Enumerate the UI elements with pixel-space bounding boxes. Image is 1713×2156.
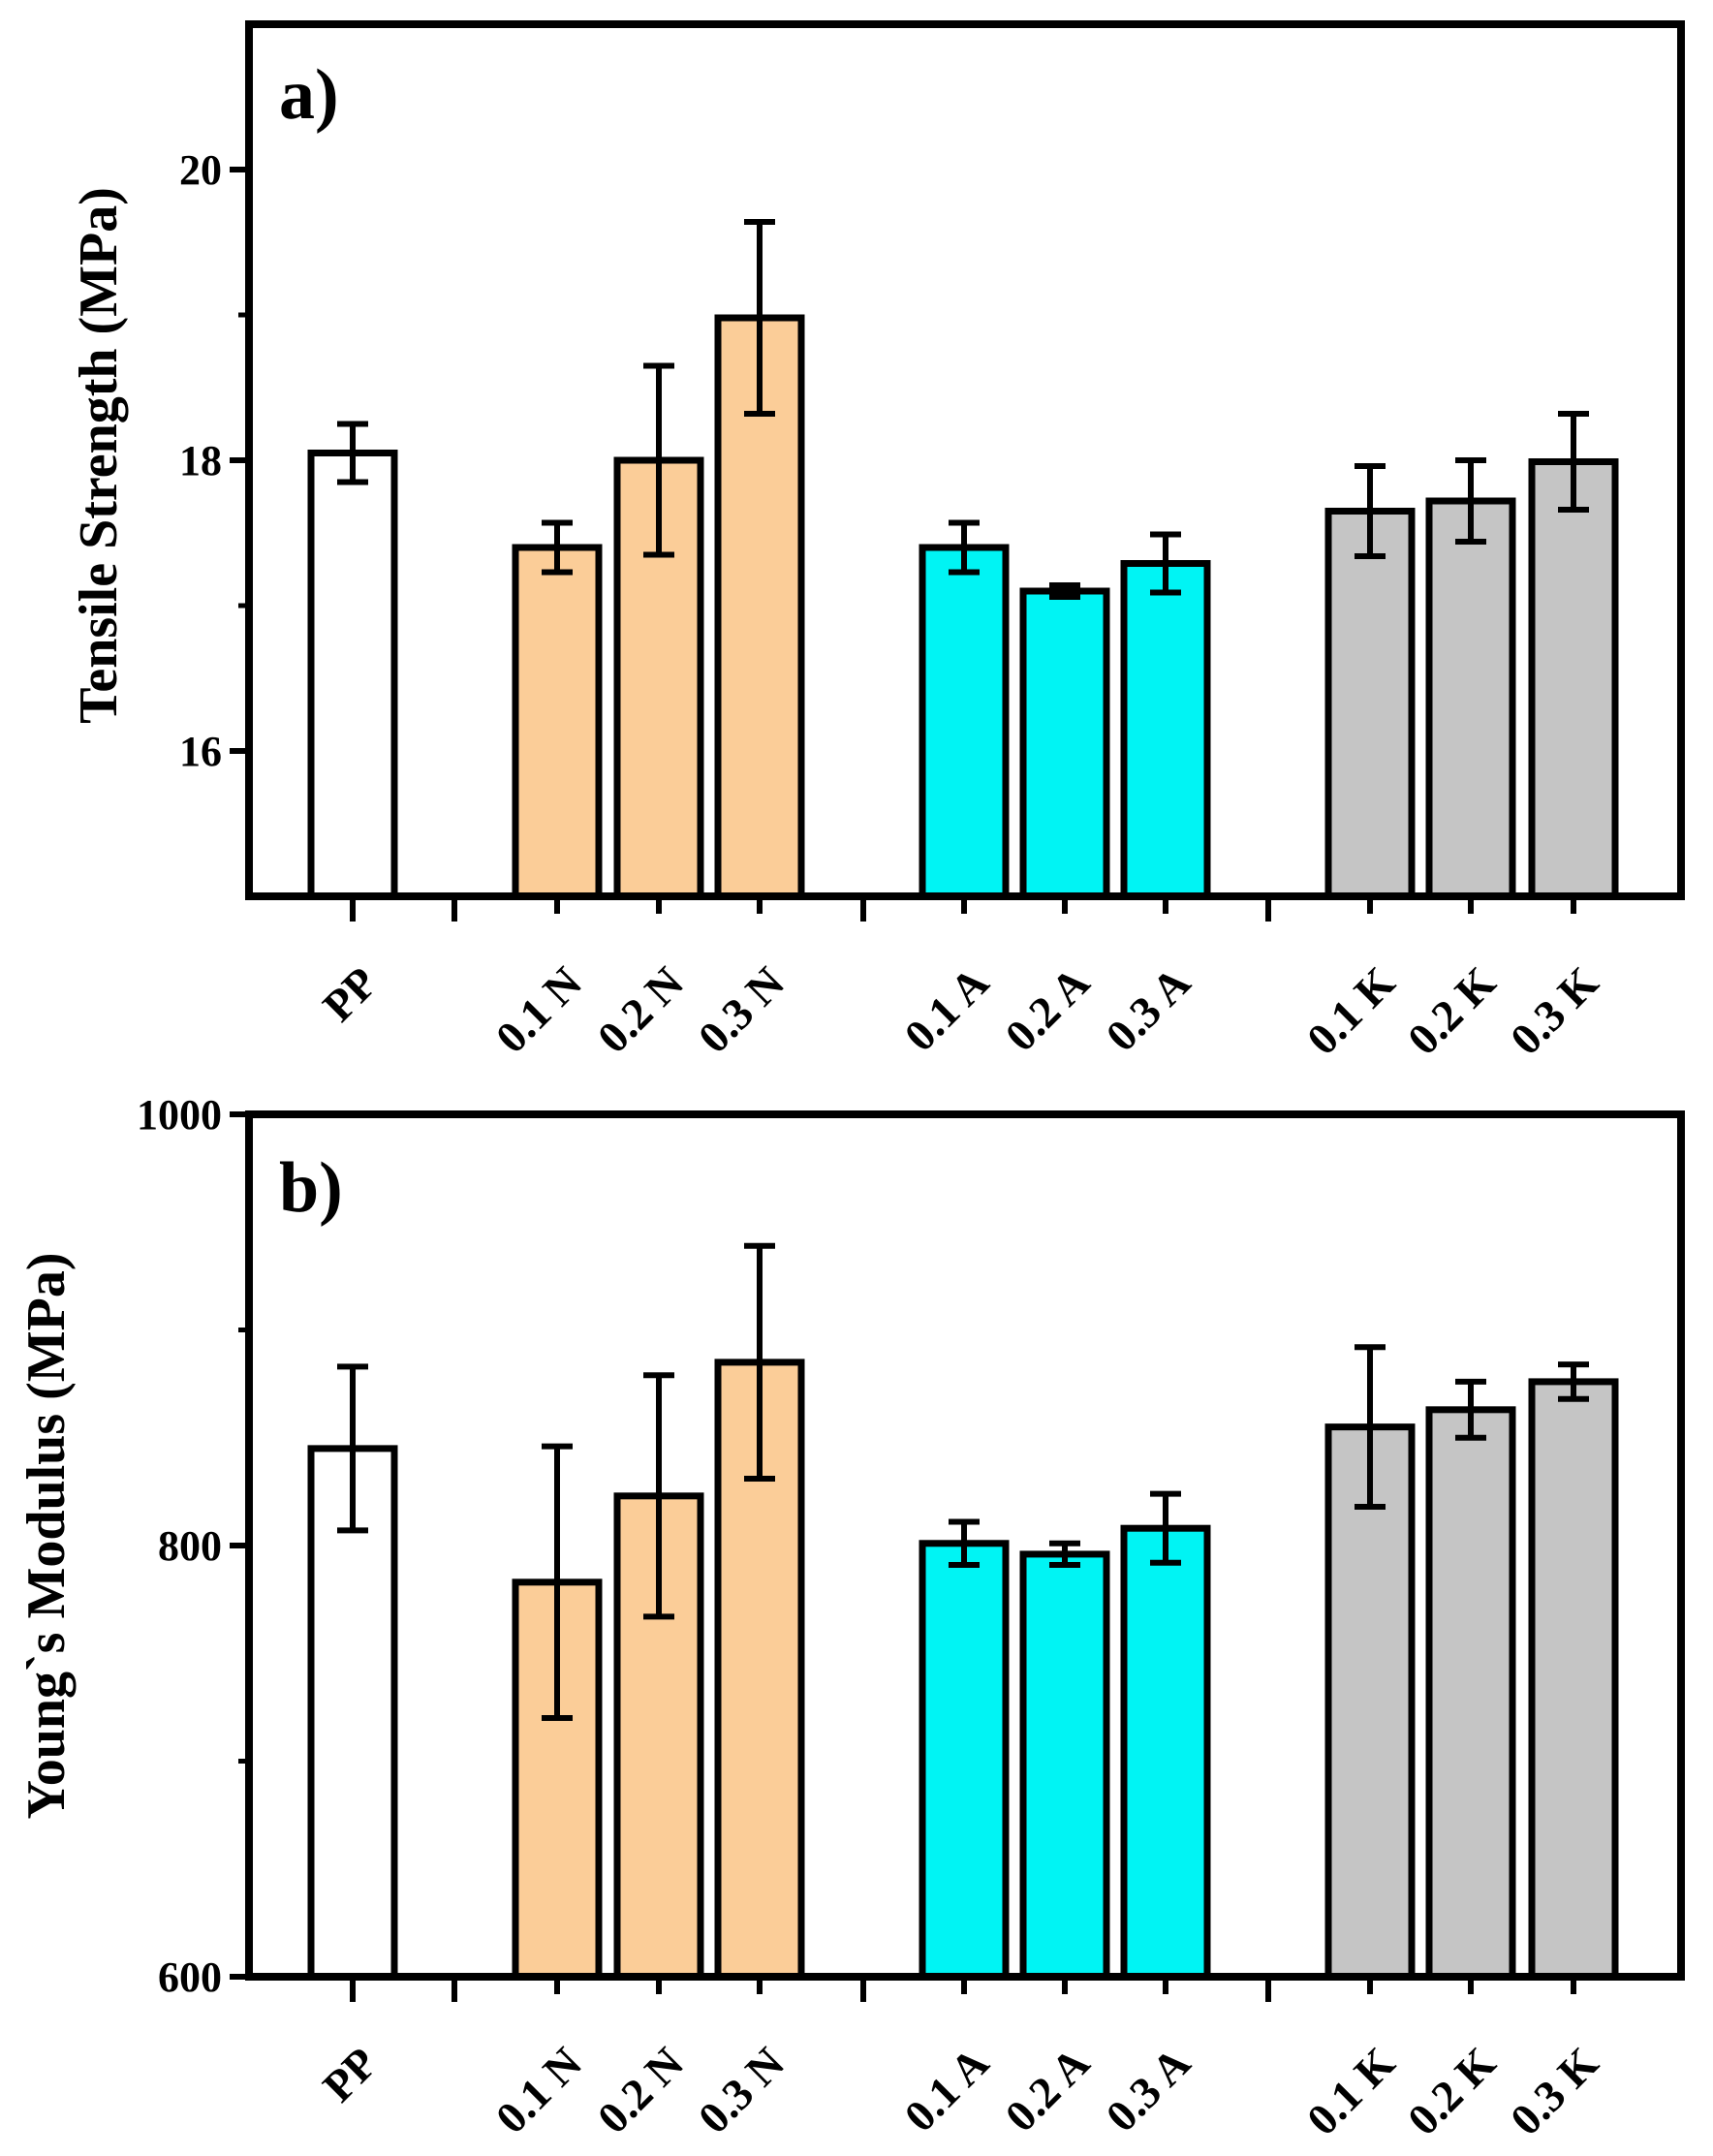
panel-b-category-label: 0.3 A <box>1097 2038 1200 2141</box>
panel-b-bar-0-2-k <box>1425 1406 1516 1981</box>
panel-b-error-bar-0-3-k <box>1558 1361 1589 1402</box>
panel-a-category-label: 0.2 N <box>588 957 693 1062</box>
panel-b-error-bar-0-2-a <box>1049 1540 1080 1569</box>
panel-a-error-bar-0-3-k <box>1558 411 1589 513</box>
panel-a-category-label: PP <box>313 957 387 1031</box>
panel-b-y-tick-label: 800 <box>158 1522 222 1570</box>
panel-a-bar-0-3-k <box>1528 458 1619 900</box>
panel-a-error-bar-pp <box>337 421 368 485</box>
panel-a-category-label: 0.3 A <box>1097 957 1200 1061</box>
panel-b-category-label: 0.3 K <box>1501 2038 1607 2144</box>
panel-a-category-label: 0.2 A <box>996 957 1100 1061</box>
panel-b-category-label: 0.1 K <box>1297 2038 1404 2144</box>
panel-b-youngs-modulus: Young`s Modulus (MPa) b) 600 800 1000 PP 0.1… <box>16 1091 1685 2144</box>
panel-a-bar-0-2-k <box>1425 497 1516 900</box>
panel-a-error-bar-0-3-a <box>1150 531 1181 596</box>
panel-a-label: a) <box>279 55 339 135</box>
panel-a-bar-pp <box>307 450 398 900</box>
panel-a-bar-0-1-k <box>1324 508 1416 900</box>
panel-a-category-label: 0.1 N <box>486 957 591 1062</box>
panel-b-bar-0-3-k <box>1528 1378 1619 1981</box>
panel-a-y-tick-label: 20 <box>179 146 222 194</box>
panel-a-bar-0-1-a <box>919 544 1010 900</box>
panel-b-bar-0-3-a <box>1120 1524 1211 1981</box>
panel-a-error-bar-0-1-n <box>542 519 573 576</box>
panel-a-bar-0-2-a <box>1019 587 1110 900</box>
panel-b-error-bar-0-3-a <box>1150 1490 1181 1566</box>
panel-b-category-label: 0.1 A <box>895 2038 999 2141</box>
panel-a-category-label: 0.3 K <box>1501 957 1607 1064</box>
panel-b-y-tick-label: 1000 <box>137 1091 222 1139</box>
panel-b-category-label: 0.2 K <box>1398 2038 1505 2144</box>
panel-b-category-label: 0.3 N <box>689 2038 794 2142</box>
panel-b-y-tick-label: 600 <box>158 1953 222 2001</box>
panel-a-y-axis-label: Tensile Strength (MPa) <box>69 187 129 724</box>
panel-b-error-bar-0-2-n <box>643 1372 674 1620</box>
panel-b-bar-0-1-a <box>919 1540 1010 1981</box>
panel-a-error-bar-0-2-a <box>1049 582 1080 600</box>
panel-a-y-tick-label: 18 <box>179 437 222 484</box>
panel-a-error-bar-0-1-a <box>949 519 980 576</box>
panel-b-y-axis-label: Young`s Modulus (MPa) <box>16 1253 77 1820</box>
panel-b-error-bar-pp <box>337 1363 368 1534</box>
panel-a-error-bar-0-2-k <box>1455 457 1486 545</box>
panel-b-error-bar-0-3-n <box>744 1242 775 1483</box>
panel-a-category-label: 0.1 K <box>1297 957 1404 1064</box>
panel-a-category-label: 0.2 K <box>1398 957 1505 1064</box>
panel-b-error-bar-0-2-k <box>1455 1378 1486 1441</box>
panel-a-error-bar-0-2-n <box>643 362 674 558</box>
panel-b-category-label: 0.1 N <box>486 2038 591 2142</box>
panel-b-bar-pp <box>307 1445 398 1981</box>
panel-b-error-bar-0-1-a <box>949 1518 980 1569</box>
panel-a-y-tick-label: 16 <box>179 728 222 775</box>
panel-b-error-bar-0-1-k <box>1355 1344 1386 1510</box>
panel-b-category-label: PP <box>313 2038 387 2111</box>
panel-a-bar-0-3-a <box>1120 560 1211 900</box>
panel-a-category-label: 0.1 A <box>895 957 999 1061</box>
panel-a-error-bar-0-3-n <box>744 219 775 417</box>
panel-b-category-label: 0.2 N <box>588 2038 693 2142</box>
panel-b-error-bar-0-1-n <box>542 1443 573 1721</box>
panel-b-bar-0-2-a <box>1019 1550 1110 1981</box>
panel-b-category-label: 0.2 A <box>996 2038 1100 2141</box>
panel-a-error-bar-0-1-k <box>1355 463 1386 559</box>
panel-b-label: b) <box>279 1148 343 1228</box>
panel-a-category-label: 0.3 N <box>689 957 794 1062</box>
panel-a-bar-0-1-n <box>512 544 603 900</box>
